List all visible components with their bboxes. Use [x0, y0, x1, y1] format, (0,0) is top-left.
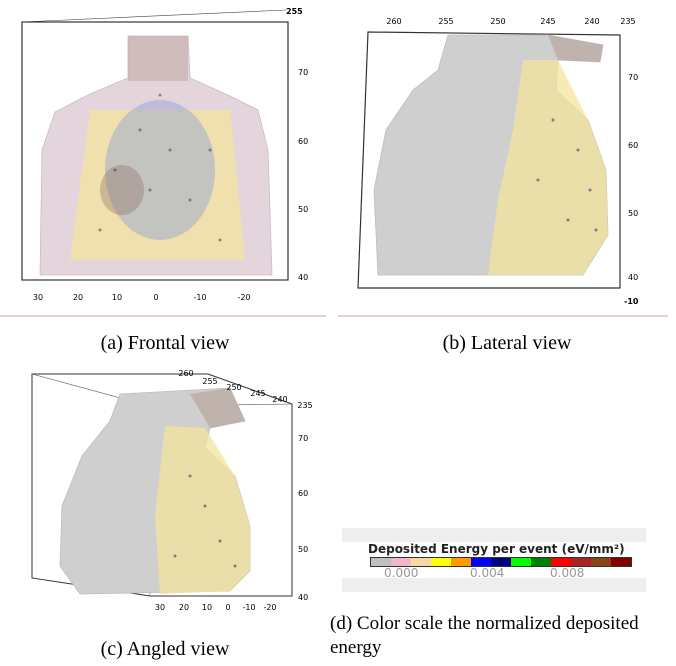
svg-text:50: 50: [628, 209, 638, 218]
svg-text:70: 70: [298, 434, 308, 443]
angled-bottom-ticks: 30 20 10 0 -10 -20: [155, 603, 277, 612]
svg-text:0: 0: [225, 603, 230, 612]
svg-text:-10: -10: [193, 293, 206, 302]
svg-text:10: 10: [202, 603, 212, 612]
svg-text:50: 50: [298, 205, 308, 214]
color-scale-segment: [451, 558, 471, 566]
lateral-view-plot: 260 255 250 245 240 235 70 60 50 40 -10: [338, 17, 668, 317]
svg-text:255: 255: [438, 17, 453, 26]
svg-text:20: 20: [73, 293, 83, 302]
frontal-energy-dots: [98, 93, 222, 242]
angled-view-plot: 260 255 250 245 240 235 70 60 50 40 30 2…: [31, 369, 313, 612]
color-scale-segment: [391, 558, 411, 566]
svg-text:-20: -20: [263, 603, 276, 612]
scale-band-bottom: [342, 578, 646, 592]
svg-text:40: 40: [298, 593, 308, 602]
scale-title: Deposited Energy per event (eV/mm²): [368, 542, 625, 556]
svg-text:255: 255: [202, 377, 217, 386]
svg-text:235: 235: [620, 17, 635, 26]
frontal-view-plot: 30 20 10 0 -10 -20 70 60 50 40 255: [0, 7, 326, 317]
frontal-x-ticks: 30 20 10 0 -10 -20: [33, 293, 251, 302]
color-scale-segment: [511, 558, 531, 566]
svg-text:235: 235: [297, 401, 312, 410]
color-scale-segment: [471, 558, 491, 566]
lateral-x-ticks: 260 255 250 245 240 235: [386, 17, 635, 26]
svg-text:10: 10: [112, 293, 122, 302]
angled-energy-dots: [173, 474, 237, 568]
color-scale-panel: Deposited Energy per event (eV/mm²) 0.00…: [330, 366, 676, 666]
svg-text:50: 50: [298, 545, 308, 554]
svg-text:60: 60: [628, 141, 638, 150]
svg-text:70: 70: [628, 73, 638, 82]
svg-text:-10: -10: [242, 603, 255, 612]
lateral-caption: (b) Lateral view: [442, 332, 572, 354]
svg-text:30: 30: [155, 603, 165, 612]
lateral-y-ticks: 70 60 50 40: [628, 73, 638, 282]
svg-text:245: 245: [250, 389, 265, 398]
scale-tick-1: 0.004: [470, 566, 505, 580]
scale-tick-2: 0.008: [550, 566, 585, 580]
svg-text:20: 20: [179, 603, 189, 612]
color-scale-segment: [551, 558, 571, 566]
svg-text:30: 30: [33, 293, 43, 302]
svg-text:40: 40: [628, 273, 638, 282]
svg-text:40: 40: [298, 273, 308, 282]
angled-view-panel: 260 255 250 245 240 235 70 60 50 40 30 2…: [0, 366, 330, 666]
color-scale-segment: [531, 558, 551, 566]
color-scale-segment: [411, 558, 431, 566]
lateral-energy-dots: [536, 118, 598, 232]
frontal-corner-label: 255: [286, 7, 303, 16]
svg-text:60: 60: [298, 137, 308, 146]
angled-y-ticks: 70 60 50 40: [298, 434, 308, 602]
svg-text:70: 70: [298, 68, 308, 77]
svg-text:250: 250: [490, 17, 505, 26]
color-scale-segment: [491, 558, 511, 566]
frontal-y-ticks: 70 60 50 40: [298, 68, 308, 282]
svg-text:240: 240: [584, 17, 599, 26]
angled-caption: (c) Angled view: [100, 638, 230, 660]
scale-band-top: [342, 528, 646, 542]
frontal-view-panel: 30 20 10 0 -10 -20 70 60 50 40 255 (a) F…: [0, 0, 330, 370]
svg-text:0: 0: [153, 293, 158, 302]
color-scale-segment: [371, 558, 391, 566]
svg-text:260: 260: [178, 369, 193, 378]
color-scale-segment: [431, 558, 451, 566]
svg-text:240: 240: [272, 395, 287, 404]
lateral-view-panel: 260 255 250 245 240 235 70 60 50 40 -10 …: [338, 0, 676, 370]
angled-top-ticks: 260 255 250 245 240 235: [178, 369, 312, 410]
svg-text:260: 260: [386, 17, 401, 26]
color-scale-segment: [571, 558, 591, 566]
svg-text:250: 250: [226, 383, 241, 392]
svg-text:245: 245: [540, 17, 555, 26]
frontal-caption: (a) Frontal view: [100, 332, 230, 354]
color-scale-segment: [591, 558, 611, 566]
color-scale-caption: (d) Color scale the normalized deposited…: [330, 613, 639, 658]
color-scale-segment: [611, 558, 631, 566]
svg-text:60: 60: [298, 489, 308, 498]
scale-tick-0: 0.000: [384, 566, 419, 580]
lateral-corner-label: -10: [624, 297, 639, 306]
color-scale-bar: [370, 557, 632, 567]
svg-text:-20: -20: [237, 293, 250, 302]
